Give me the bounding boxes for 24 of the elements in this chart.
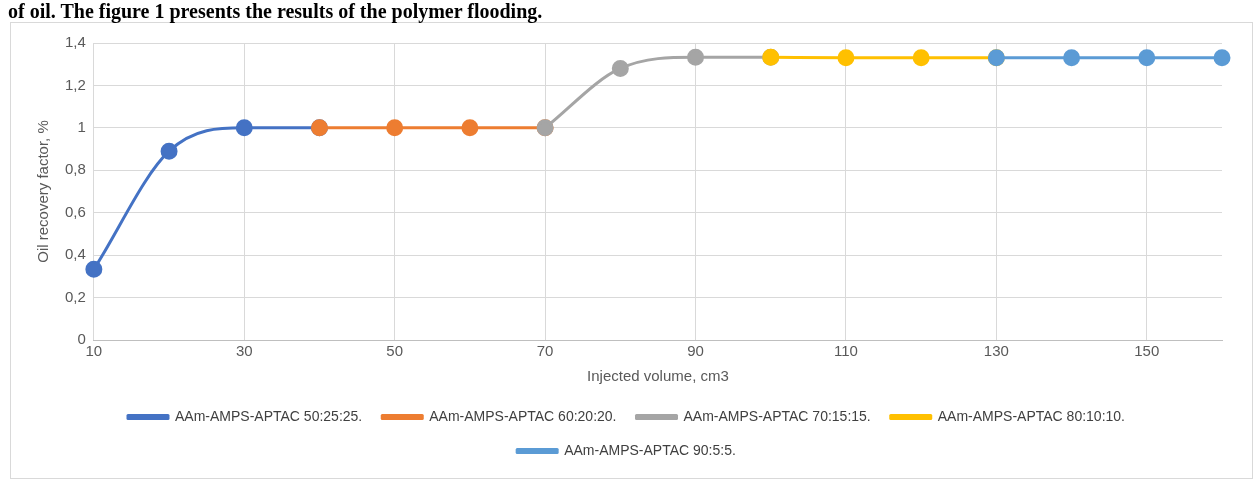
x-axis-title: Injected volume, cm3	[587, 367, 729, 385]
legend-label: AAm-AMPS-APTAC 80:10:10.	[937, 407, 1125, 424]
y-tick-label: 0,8	[64, 160, 86, 178]
x-tick-label: 50	[386, 342, 404, 360]
x-tick-label: 130	[983, 342, 1009, 360]
y-tick-label: 0,6	[64, 202, 86, 220]
legend-label: AAm-AMPS-APTAC 70:15:15.	[683, 407, 871, 424]
x-tick-label: 90	[687, 342, 704, 360]
x-tick-label: 30	[235, 342, 253, 360]
x-tick-label: 70	[536, 342, 554, 360]
y-tick-label: 1	[77, 118, 86, 135]
x-tick-label: 150	[1134, 342, 1160, 360]
legend-label: AAm-AMPS-APTAC 90:5:5.	[564, 441, 736, 458]
x-tick-label: 110	[833, 342, 858, 360]
y-tick-label: 0,4	[64, 245, 86, 263]
y-tick-label: 0,2	[64, 287, 86, 305]
y-tick-label: 1,4	[64, 33, 86, 51]
text: of oil. The figure 1 presents the results of the polymer flooding.	[7, 0, 544, 22]
legend-label: AAm-AMPS-APTAC 50:25:25.	[175, 407, 363, 424]
legend-label: AAm-AMPS-APTAC 60:20:20.	[429, 407, 617, 424]
y-tick-label: 0	[77, 330, 86, 348]
x-tick-label: 10	[85, 342, 103, 360]
y-tick-label: 1,2	[64, 75, 86, 93]
y-axis-title: Oil recovery factor, %	[34, 120, 52, 263]
